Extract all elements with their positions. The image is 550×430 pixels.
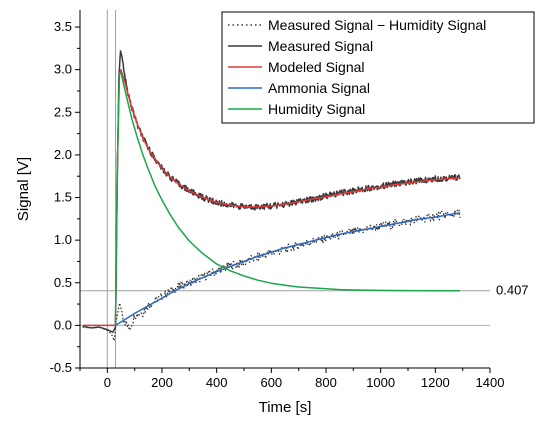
- series-line: [82, 209, 461, 342]
- y-tick-label: 3.5: [54, 19, 72, 34]
- axes: 0 200 400 600 800 1000 1200 1400 -0.5 0.0 0.5 1.0 1.…: [50, 10, 529, 390]
- legend-box: [221, 11, 535, 124]
- y-tick-label: 0.0: [54, 317, 72, 332]
- x-tick-label: 1000: [366, 375, 395, 390]
- legend-label: Modeled Signal: [268, 59, 365, 75]
- y-tick-label: 3.0: [54, 62, 72, 77]
- legend: Measured Signal − Humidity Signal Measure…: [221, 11, 535, 124]
- x-tick-label: 1200: [421, 375, 450, 390]
- legend-label: Measured Signal: [268, 38, 373, 54]
- x-tick-label: 600: [260, 375, 282, 390]
- y-axis-title: Signal [V]: [15, 157, 32, 221]
- x-axis-title: Time [s]: [259, 399, 312, 416]
- y-tick-label: -0.5: [50, 360, 72, 375]
- legend-label: Ammonia Signal: [268, 80, 370, 96]
- series-line: [82, 68, 460, 327]
- series-line: [114, 71, 460, 326]
- x-tick-label: 200: [151, 375, 173, 390]
- y-tick-label: 0.5: [54, 275, 72, 290]
- x-tick-label: 400: [206, 375, 228, 390]
- y-tick-label: 2.0: [54, 147, 72, 162]
- x-tick-label: 1400: [476, 375, 505, 390]
- legend-label: Measured Signal − Humidity Signal: [268, 17, 486, 33]
- plot-area: [80, 10, 490, 368]
- legend-label: Humidity Signal: [268, 101, 365, 117]
- series-line: [115, 212, 461, 327]
- y-tick-label: 1.0: [54, 232, 72, 247]
- y-tick-label: 2.5: [54, 104, 72, 119]
- x-tick-label: 0: [104, 375, 111, 390]
- reference-line-label: 0.407: [496, 283, 529, 298]
- series-line: [82, 50, 461, 333]
- x-tick-label: 800: [315, 375, 337, 390]
- y-tick-label: 1.5: [54, 190, 72, 205]
